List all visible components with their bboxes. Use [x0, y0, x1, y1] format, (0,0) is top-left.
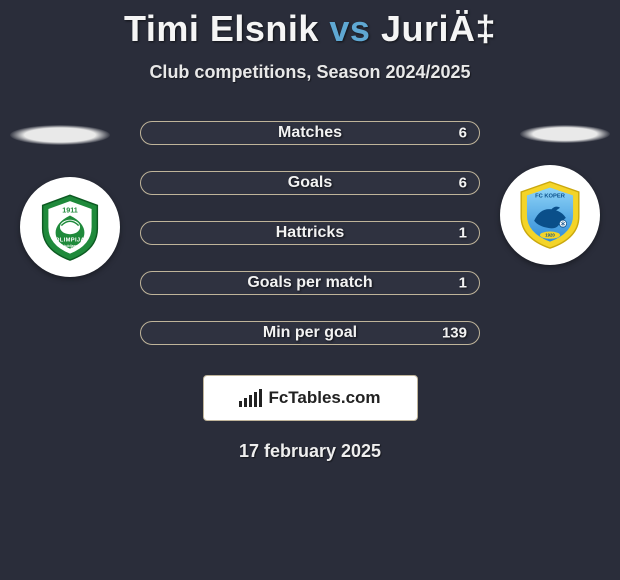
olimpija-crest-icon: 1911 OLIMPIJA Ljubljana: [34, 191, 106, 263]
svg-text:OLIMPIJA: OLIMPIJA: [55, 237, 85, 243]
player2-club-crest: FC KOPER 1920: [500, 165, 600, 265]
svg-text:1920: 1920: [545, 233, 555, 238]
stat-right-value: 1: [459, 225, 467, 242]
svg-text:FC KOPER: FC KOPER: [535, 194, 566, 200]
snapshot-date: 17 february 2025: [0, 441, 620, 462]
brand-box[interactable]: FcTables.com: [203, 375, 418, 421]
player2-shadow: [520, 125, 610, 143]
svg-text:Ljubljana: Ljubljana: [62, 244, 79, 248]
stat-row-min-per-goal: Min per goal 139: [140, 321, 480, 345]
stat-right-value: 6: [459, 125, 467, 142]
stats-section: 1911 OLIMPIJA Ljubljana FC KOPER: [0, 115, 620, 462]
player2-name: JuriÄ‡: [381, 8, 496, 49]
stat-right-value: 6: [459, 175, 467, 192]
koper-crest-icon: FC KOPER 1920: [514, 179, 586, 251]
player1-shadow: [10, 125, 110, 145]
stat-right-value: 139: [442, 325, 467, 342]
stat-right-value: 1: [459, 275, 467, 292]
comparison-title: Timi Elsnik vs JuriÄ‡: [0, 0, 620, 50]
stat-label: Goals: [141, 174, 479, 192]
stat-row-matches: Matches 6: [140, 121, 480, 145]
stat-row-goals-per-match: Goals per match 1: [140, 271, 480, 295]
season-subtitle: Club competitions, Season 2024/2025: [0, 62, 620, 83]
stat-label: Min per goal: [141, 324, 479, 342]
stat-rows: Matches 6 Goals 6 Hattricks 1 Goals per …: [140, 115, 480, 345]
stat-label: Matches: [141, 124, 479, 142]
svg-text:1911: 1911: [62, 206, 78, 215]
vs-label: vs: [329, 8, 370, 49]
brand-text: FcTables.com: [268, 388, 380, 408]
player1-name: Timi Elsnik: [124, 8, 319, 49]
brand-bars-icon: [239, 389, 262, 407]
player1-club-crest: 1911 OLIMPIJA Ljubljana: [20, 177, 120, 277]
stat-row-hattricks: Hattricks 1: [140, 221, 480, 245]
stat-label: Goals per match: [141, 274, 479, 292]
stat-row-goals: Goals 6: [140, 171, 480, 195]
stat-label: Hattricks: [141, 224, 479, 242]
